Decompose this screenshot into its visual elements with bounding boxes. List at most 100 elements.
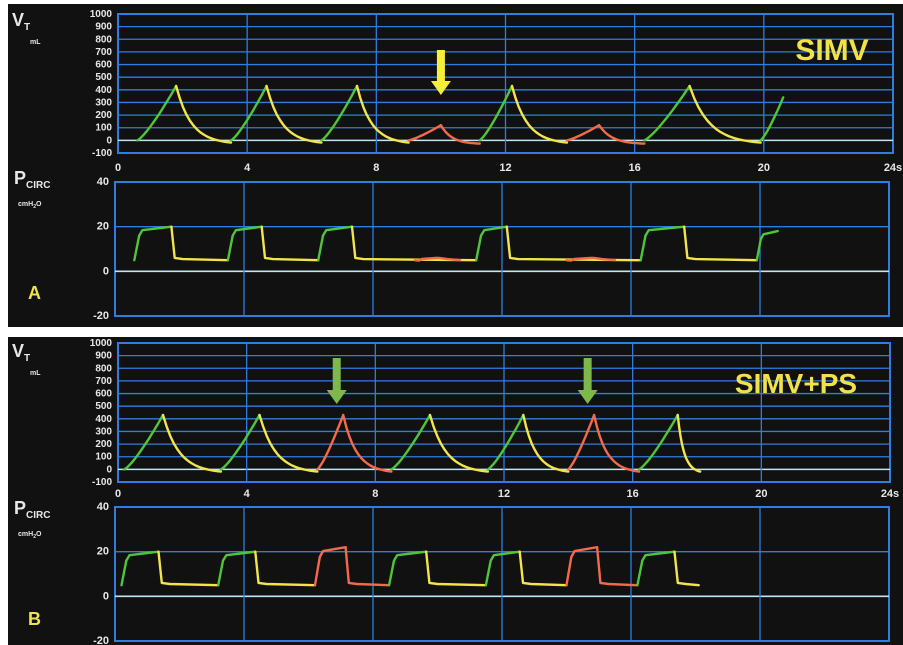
panel-a-volume-y-tick-label: 800 bbox=[95, 34, 112, 45]
panel-b-pressure-breath-3-expiration bbox=[344, 546, 391, 587]
panel-b-vt-label: VT bbox=[12, 341, 30, 364]
panel-a-volume-y-tick-label: -100 bbox=[92, 148, 112, 159]
panel-a-volume-x-tick-label: 0 bbox=[115, 162, 121, 174]
panel-b-volume-y-tick-label: 800 bbox=[95, 363, 112, 374]
panel-b-volume-breath-7-inspiration bbox=[637, 413, 679, 471]
panel-b-pressure-breath-2-expiration bbox=[254, 550, 317, 587]
panel-b-arrows bbox=[326, 358, 598, 404]
panel-a-volume-y-tick-label: 900 bbox=[95, 22, 112, 33]
panel-a-pressure-breath-1-inspiration bbox=[133, 225, 173, 262]
panel-a-pressure-y-tick-label: -20 bbox=[93, 310, 109, 322]
panel-a-volume-breath-1-inspiration bbox=[136, 84, 178, 142]
panel-b-volume-x-tick-label: 24s bbox=[881, 488, 899, 500]
panel-a-background bbox=[8, 4, 903, 327]
panel-a-pressure-y-tick-label: 20 bbox=[97, 221, 109, 233]
panel-a-volume-breath-1-expiration bbox=[174, 84, 233, 144]
panel-b-volume-x-tick-label: 0 bbox=[115, 488, 121, 500]
panel-a-letter: A bbox=[28, 283, 41, 303]
panel-b-volume-breath-1-expiration bbox=[161, 413, 223, 473]
panel-a-volume-y-tick-label: 0 bbox=[106, 135, 112, 146]
panel-b-volume-x-tick-label: 20 bbox=[755, 488, 767, 500]
panel-b-volume-breath-3-inspiration bbox=[316, 413, 345, 471]
panel-b-volume-y-tick-label: 300 bbox=[95, 426, 112, 437]
panel-b-volume-y-tick-label: 100 bbox=[95, 452, 112, 463]
panel-b-volume-breath-6-inspiration bbox=[567, 413, 596, 471]
panel-a-volume-breath-5-expiration bbox=[510, 84, 569, 144]
panel-b-volume-x-tick-label: 8 bbox=[372, 488, 378, 500]
panel-b-volume-breath-2-inspiration bbox=[219, 413, 261, 471]
panel-b-volume-y-tick-label: 600 bbox=[95, 389, 112, 400]
panel-a-mode-label: SIMV bbox=[795, 34, 868, 67]
panel-b-volume-x-tick-label: 12 bbox=[498, 488, 510, 500]
panel-b-pressure-breath-7-expiration bbox=[673, 550, 700, 587]
panel-b-pressure-chart: 40 20 0 -20 bbox=[93, 501, 890, 645]
panel-a-volume-x-tick-label: 4 bbox=[244, 162, 251, 174]
panel-a-volume-y-tick-label: 1000 bbox=[90, 9, 113, 20]
panel-b-p-label: PCIRC bbox=[14, 498, 50, 521]
panel-a-vt-label: VT bbox=[12, 10, 30, 33]
panel-a-p-unit: cmH2O bbox=[18, 201, 42, 210]
panel-a-pressure-y-tick-label: 40 bbox=[97, 176, 109, 188]
panel-a-pressure-chart: 40 20 0 -20 bbox=[93, 176, 890, 322]
panel-b-arrow-1 bbox=[326, 358, 347, 404]
panel-a-volume-y-tick-label: 300 bbox=[95, 97, 112, 108]
panel-b-volume-y-tick-label: 500 bbox=[95, 401, 112, 412]
panel-b-p-unit: cmH2O bbox=[18, 531, 42, 540]
panel-a-volume-breath-7-expiration bbox=[688, 84, 762, 144]
panel-a-pressure-breath-7-expiration bbox=[683, 225, 758, 262]
panel-b-pressure-breath-5-expiration bbox=[518, 550, 568, 587]
panel-a-volume-y-tick-label: 700 bbox=[95, 47, 112, 58]
panel-a-volume-y-tick-label: 200 bbox=[95, 110, 112, 121]
panel-b-pressure-y-tick-label: 40 bbox=[97, 501, 109, 513]
panel-a-volume-breath-8-inspiration bbox=[759, 96, 785, 142]
panel-b-pressure-breath-4-expiration bbox=[425, 550, 488, 587]
panel-a-pressure-breath-6-inspiration bbox=[565, 256, 592, 262]
panel-b-volume-y-tick-label: 400 bbox=[95, 414, 112, 425]
panel-a-volume-x-tick-label: 20 bbox=[758, 162, 770, 174]
panel-a-pressure-breath-8-inspiration bbox=[755, 229, 779, 262]
panel-b-volume-breath-7-expiration bbox=[676, 413, 702, 473]
panel-b-letter: B bbox=[28, 609, 41, 629]
panel-b-volume-x-tick-label: 16 bbox=[627, 488, 639, 500]
panel-a-pressure-y-tick-label: 0 bbox=[103, 265, 109, 277]
panel-a-p-label: PCIRC bbox=[14, 168, 50, 191]
panel-a-pressure-breath-3-inspiration bbox=[317, 225, 354, 262]
panel-a-volume-y-tick-label: 400 bbox=[95, 85, 112, 96]
panel-b-volume-breath-1-inspiration bbox=[123, 413, 165, 471]
panel-a-pressure-breath-4-expiration bbox=[434, 256, 462, 262]
panel-a-pressure-breath-2-expiration bbox=[260, 225, 320, 262]
panel-a-volume-breath-7-inspiration bbox=[643, 84, 691, 142]
panel-b-volume-breath-5-expiration bbox=[522, 413, 570, 473]
panel-b-volume-breath-4-expiration bbox=[428, 413, 490, 473]
panel-a-volume-breath-2-inspiration bbox=[229, 84, 268, 142]
panel-b-pressure-breath-2-inspiration bbox=[217, 550, 257, 587]
panel-a-volume-y-tick-label: 600 bbox=[95, 60, 112, 71]
panel-a-arrows bbox=[430, 50, 451, 95]
panel-b-pressure-breath-4-inspiration bbox=[387, 550, 428, 587]
panel-a-volume-x-tick-label: 8 bbox=[373, 162, 379, 174]
panel-b-arrow-2 bbox=[577, 358, 598, 404]
panel-a-volume-breath-4-inspiration bbox=[407, 124, 443, 142]
panel-b-volume-y-tick-label: 700 bbox=[95, 376, 112, 387]
panel-a-volume-x-tick-label: 24s bbox=[884, 162, 902, 174]
panel-b-vt-unit: mL bbox=[30, 370, 41, 377]
panel-a-volume-breath-6-expiration bbox=[597, 124, 646, 145]
panel-a-volume-breath-3-expiration bbox=[355, 84, 410, 144]
panel-a-volume-breath-6-inspiration bbox=[565, 124, 601, 142]
panel-a-volume-breath-2-expiration bbox=[265, 84, 323, 144]
panel-b-pressure-breath-6-expiration bbox=[595, 546, 639, 587]
panel-b-volume-y-tick-label: 1000 bbox=[90, 338, 113, 349]
panel-a-volume-y-tick-label: 100 bbox=[95, 123, 112, 134]
panel-b-volume-breath-2-expiration bbox=[258, 413, 319, 473]
panel-a-pressure-breath-1-expiration bbox=[170, 225, 230, 262]
panel-b-pressure-breath-3-inspiration bbox=[313, 546, 347, 587]
panel-a-volume-y-tick-label: 500 bbox=[95, 72, 112, 83]
panel-a-vt-unit: mL bbox=[30, 39, 41, 46]
panel-a-volume-x-tick-label: 16 bbox=[629, 162, 641, 174]
panel-b-volume-y-tick-label: 0 bbox=[106, 464, 112, 475]
panel-b-volume-breath-6-expiration bbox=[592, 413, 641, 473]
panel-a-pressure-breath-4-inspiration bbox=[413, 256, 438, 262]
